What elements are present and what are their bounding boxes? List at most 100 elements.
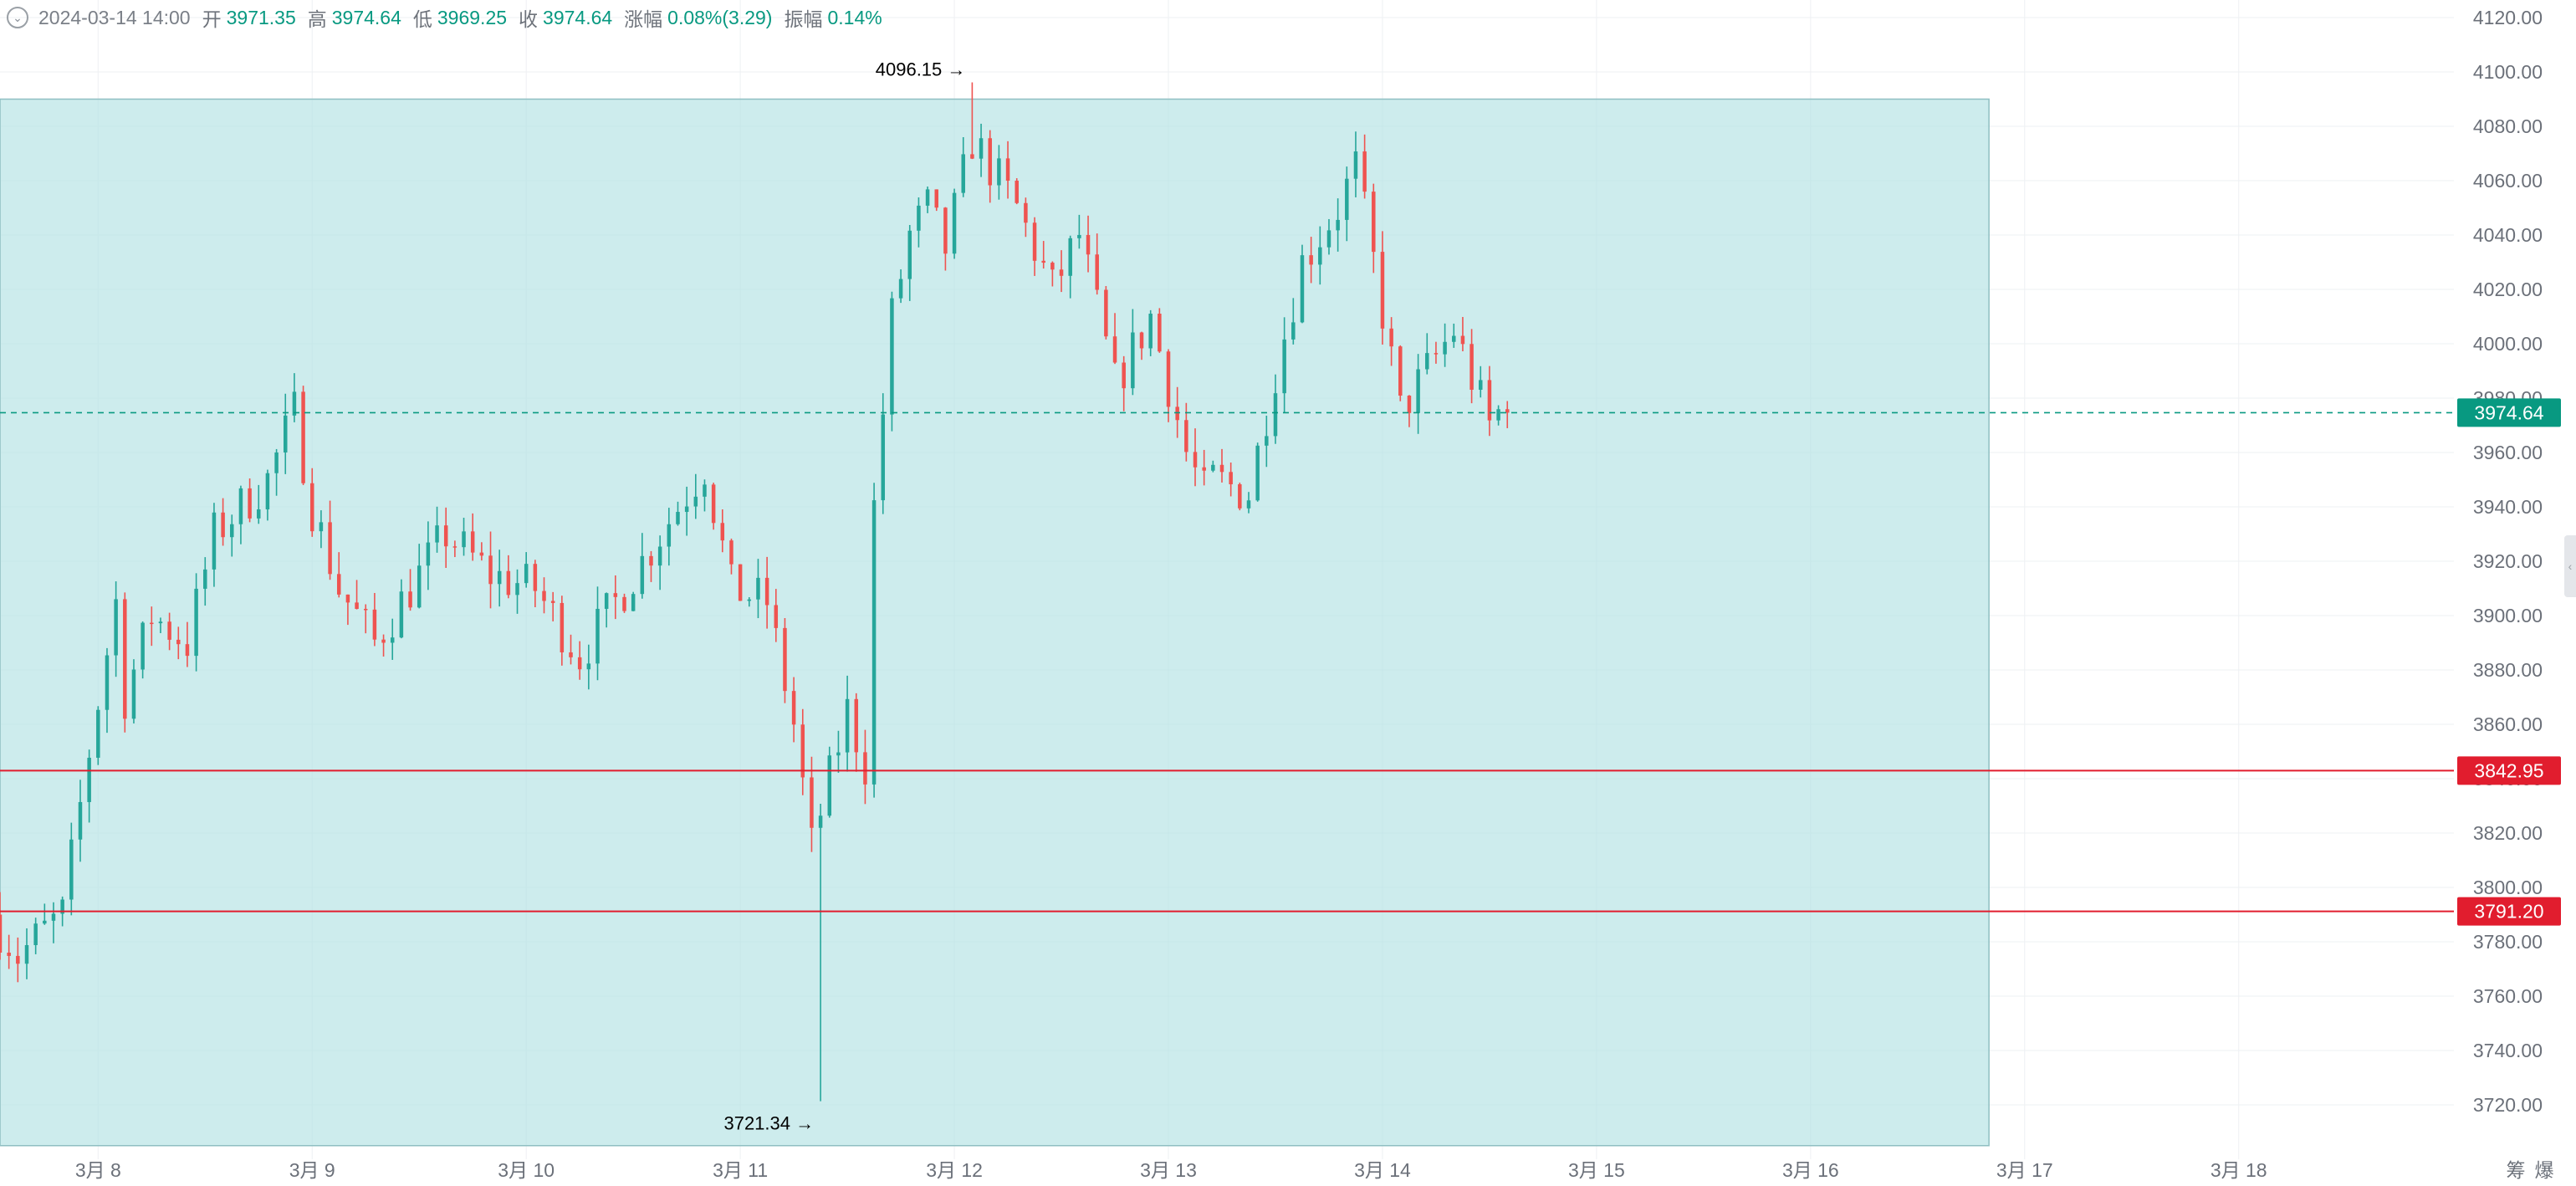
candle-body (1122, 362, 1126, 389)
candle (1086, 215, 1091, 273)
candle (390, 618, 395, 660)
candle-body (1015, 181, 1019, 203)
x-tick-label: 3月 16 (1782, 1159, 1839, 1181)
candle (1041, 241, 1045, 269)
price-badge-label: 3791.20 (2474, 901, 2543, 923)
y-tick-label: 3860.00 (2473, 713, 2543, 735)
price-badge[interactable]: 3791.20 (2457, 897, 2561, 926)
candle (890, 291, 894, 432)
candle-body (336, 574, 341, 595)
candle (800, 708, 805, 795)
candle (408, 569, 412, 611)
candle-body (96, 709, 100, 758)
candle-body (1496, 409, 1500, 421)
candle-body (345, 594, 350, 603)
candle-body (1193, 452, 1198, 468)
candle-body (657, 546, 662, 566)
candle-body (684, 506, 689, 513)
candle-body (1345, 178, 1349, 220)
candle-body (881, 414, 886, 501)
candle-body (1309, 255, 1313, 265)
current-price-badge[interactable]: 3974.64 (2457, 398, 2561, 427)
candle (845, 675, 850, 772)
candle (479, 542, 484, 561)
candle (194, 573, 198, 672)
candle (345, 594, 350, 626)
candle (506, 555, 511, 599)
candle-body (1291, 322, 1296, 340)
price-annotation: 4096.15 → (876, 59, 966, 80)
candle (756, 559, 760, 619)
candle-body (997, 158, 1001, 186)
y-tick-label: 3900.00 (2473, 605, 2543, 626)
candle-body (488, 555, 493, 585)
candle (43, 903, 47, 925)
candle (141, 621, 145, 679)
annotations-layer: 4096.15 → 3721.34 → (723, 59, 965, 1134)
candle-body (1219, 464, 1224, 473)
candle-body (185, 644, 190, 657)
candle (1407, 395, 1412, 427)
candle (1469, 329, 1474, 404)
candle-body (783, 627, 787, 692)
candle-body (212, 512, 217, 570)
candle-body (1184, 420, 1188, 452)
candle-body (604, 593, 609, 609)
candle-body (1336, 219, 1340, 231)
low-value: 3969.25 (437, 6, 508, 28)
chevron-left-icon[interactable]: ‹ (2564, 535, 2576, 597)
candle-body (1300, 255, 1305, 323)
candle-body (7, 952, 11, 956)
x-tick-label: 3月 17 (1996, 1159, 2053, 1181)
candle-body (372, 609, 377, 640)
candle-body (738, 564, 743, 601)
price-badge[interactable]: 3842.95 (2457, 756, 2561, 785)
x-tick-label: 3月 14 (1354, 1159, 1411, 1181)
candle-body (720, 523, 725, 541)
candle-body (1255, 445, 1260, 501)
candle-body (238, 488, 243, 524)
y-tick-label: 3920.00 (2473, 550, 2543, 572)
candle (1505, 401, 1510, 428)
y-tick-label: 3800.00 (2473, 877, 2543, 898)
candle-body (703, 484, 707, 497)
candle-body (194, 588, 198, 657)
candle (917, 197, 921, 248)
candle (729, 538, 733, 575)
candle-body (595, 608, 600, 664)
candle-body (729, 540, 733, 565)
highlight-zone[interactable] (0, 98, 1990, 1147)
candle-body (1229, 472, 1233, 485)
candle (257, 484, 261, 524)
candle (1291, 298, 1296, 345)
candle-body (452, 546, 457, 548)
candle-body (265, 473, 270, 510)
candle (1362, 134, 1367, 199)
candle (1246, 492, 1251, 514)
candle-body (988, 138, 992, 186)
candle (123, 592, 127, 733)
candle (7, 934, 11, 969)
candle (1131, 309, 1135, 396)
corner-label: 爆 (2535, 1159, 2554, 1181)
chevron-down-icon[interactable]: ⌄ (7, 7, 28, 28)
candle (1425, 333, 1429, 375)
candle (577, 641, 582, 680)
candle (24, 928, 29, 979)
candle-body (961, 154, 965, 193)
candle-body (131, 669, 136, 719)
time-axis-background (0, 1159, 2576, 1186)
candle-body (693, 496, 698, 507)
candle (854, 693, 859, 772)
low-label: 低 (412, 8, 432, 30)
candle-body (1086, 234, 1091, 255)
candle-body (515, 583, 519, 596)
candle-body (979, 138, 984, 159)
candle-body (248, 488, 252, 519)
candle-body (87, 757, 91, 802)
candle (470, 513, 475, 561)
close-value: 3974.64 (543, 6, 613, 28)
candle-body (1434, 353, 1439, 355)
candle (970, 82, 974, 160)
